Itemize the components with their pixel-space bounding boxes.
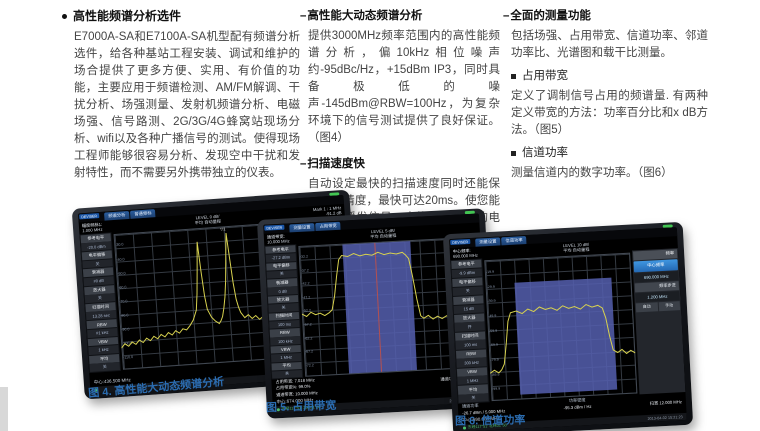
column-measurements: 全面的测量功能 包括场强、占用带宽、信道功率、邻道功率比、光谱图和载干比测量。 … [503, 8, 708, 184]
column-option-overview: 高性能频谱分析选件 E7000A-SA和E7100A-SA机型配有频谱分析选件，… [62, 8, 300, 182]
brand-logo: DEVISER [264, 224, 285, 231]
toggle-option: 手动 [658, 301, 681, 312]
marker-label: ▽1 [219, 226, 226, 232]
datetime: 2013-04-02 15:21:23 [647, 414, 683, 421]
softkey: RBW #1 kHz [86, 319, 118, 338]
softkey: 电平偏移 关 [452, 277, 484, 296]
softkey: 参考电平 -9.9 dBm [451, 259, 483, 278]
softkey: 衰减器 15 dB [453, 295, 484, 314]
paragraph: 提供3000MHz频率范围内的高性能频谱分析，偏10kHz相位噪声约-95dBc… [308, 30, 500, 144]
sub-heading: 扫描速度快 [300, 156, 500, 173]
softkey: VBW 1 MHz [270, 344, 302, 363]
page-edge-strip [0, 387, 8, 431]
paragraph: E7000A-SA和E7100A-SA机型配有频谱分析选件，给各种基站工程安装、… [74, 31, 300, 179]
section-heading: 高性能频谱分析选件 [62, 8, 300, 25]
sub-heading: 全面的测量功能 [503, 8, 708, 25]
measurement-list: 占用带宽 定义了调制信号占用的频谱量. 有两种定义带宽的方法：功率百分比和x d… [503, 68, 708, 182]
softkey: 平均 关 [88, 353, 121, 373]
softkey: 扫描时间 100 ms [268, 311, 300, 329]
analyzer-fig5: DEVISER 测量设置 占用带宽 通道带宽: 10.000 MHz LEVEL 5… [256, 208, 496, 419]
fig6-graticule: -19.9 -29.9 -39.9 -49.9 -59.9 -69.9 -79.9 -89.9… [484, 252, 638, 402]
softkey: 电平偏移 关 [81, 250, 113, 269]
auto-manual-toggle: 自动 手动 [635, 301, 681, 313]
softkey: VBW 1 kHz [87, 336, 119, 355]
spectrum-trace [484, 253, 637, 402]
spectrum-trace [298, 238, 457, 377]
paragraph: 定义了调制信号占用的频谱量. 有两种定义带宽的方法：功率百分比和x dB方法。（… [511, 90, 708, 136]
softkey: 扫描时间 100 ms [455, 331, 486, 350]
heading-text: 占用带宽 [522, 70, 568, 82]
softkey: 电平偏移 关 [266, 261, 297, 279]
figure5-caption: 图 5. 占用带宽 [265, 399, 337, 415]
measurement-item: 信道功率 测量信道内的数字功率。（图6） [503, 145, 708, 182]
softkey: 衰减器 0 dB [267, 278, 298, 296]
softkey: 参考电平 -27.2 dBm [265, 245, 297, 263]
heading-text: 高性能频谱分析选件 [73, 9, 182, 23]
softkey-menu: 参考电平 -9.9 dBm 电平偏移 关 衰减器 15 dB [450, 258, 490, 405]
column-dynamic-analysis: 高性能大动态频谱分析 提供3000MHz频率范围内的高性能频谱分析，偏10kHz… [300, 8, 500, 253]
measurement-item: 占用带宽 定义了调制信号占用的频谱量. 有两种定义带宽的方法：功率百分比和x d… [503, 68, 708, 139]
sub-heading: 高性能大动态频谱分析 [300, 8, 500, 25]
softkey: 参考电平 -20.0 dBm [80, 233, 112, 252]
square-bullet-icon [511, 151, 516, 156]
softkey: 衰减器 #0 dB [82, 267, 115, 286]
softkey: RBW 300 kHz [455, 348, 487, 368]
softkey: VBW 1 MHz [456, 366, 488, 386]
brand-logo: DEVISER [450, 239, 471, 246]
analyzer-fig6: DEVISER 测量设置 信道功率 中心频率: 690.000 MHz LEVEL … [442, 221, 694, 431]
sub-section: 高性能大动态频谱分析 提供3000MHz频率范围内的高性能频谱分析，偏10kHz… [300, 8, 500, 147]
fig5-graticule: -32.2 -37.2 -42.2 -47.2 -52.2 -57.2 -62.2 -67.2… [298, 237, 458, 377]
paragraph: 包括场强、占用带宽、信道功率、邻道功率比、光谱图和载干比测量。 [511, 30, 708, 59]
toggle-option: 自动 [635, 302, 658, 313]
fig6-screen: DEVISER 测量设置 信道功率 中心频率: 690.000 MHz LEVEL … [449, 227, 687, 431]
softkey: 扫描时间 13.28 sec [85, 302, 117, 321]
fig5-screen: DEVISER 测量设置 占用带宽 通道带宽: 10.000 MHz LEVEL 5… [263, 213, 489, 414]
square-heading: 信道功率 [511, 145, 708, 162]
softkey-menu: 参考电平 -27.2 dBm 电平偏移 关 衰减器 0 dB [264, 243, 304, 380]
softkey: 平均 关 [271, 361, 303, 379]
paragraph: 测量信道内的数字功率。（图6） [511, 167, 673, 179]
softkey: 平均 关 [457, 384, 489, 404]
bullet-icon [62, 14, 67, 19]
softkey: 放大器 开 [454, 313, 485, 332]
softkey: 放大器 关 [267, 294, 299, 313]
square-bullet-icon [511, 74, 516, 79]
heading-text: 信道功率 [522, 147, 568, 159]
figure6-caption: 图 6. 信道功率 [454, 414, 526, 428]
softkey: RBW 100 kHz [269, 328, 301, 346]
square-heading: 占用带宽 [511, 68, 708, 85]
frequency-menu: 频率 中心频率 690.000 MHz 频率步进 1.200 MHz 自动 手动 [631, 248, 686, 395]
softkey: 放大器 关 [84, 284, 116, 304]
